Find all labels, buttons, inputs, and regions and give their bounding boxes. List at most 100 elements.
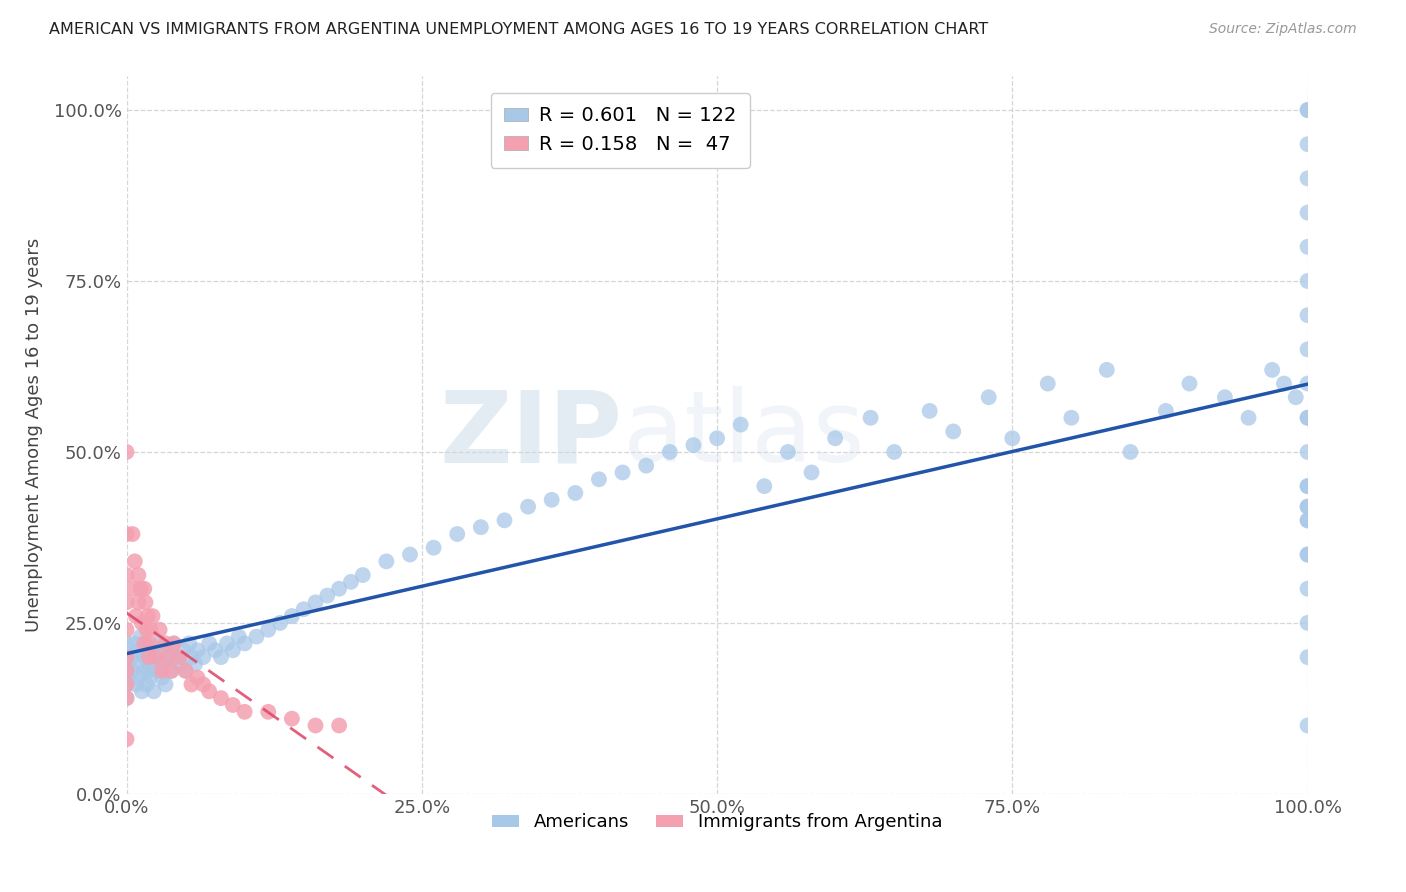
Point: [292, 602, 315, 616]
Point: [209, 691, 232, 706]
Point: [127, 643, 149, 657]
Point: [494, 513, 516, 527]
Point: [139, 671, 162, 685]
Point: [180, 650, 202, 665]
Point: [138, 650, 160, 665]
Point: [1296, 650, 1319, 665]
Point: [136, 609, 159, 624]
Point: [800, 466, 823, 480]
Point: [186, 671, 208, 685]
Point: [115, 664, 138, 678]
Point: [127, 595, 149, 609]
Point: [1296, 343, 1319, 357]
Point: [115, 445, 138, 459]
Point: [115, 623, 138, 637]
Point: [141, 643, 163, 657]
Point: [1178, 376, 1201, 391]
Point: [193, 650, 215, 665]
Point: [399, 548, 422, 562]
Point: [169, 657, 191, 671]
Point: [135, 677, 157, 691]
Point: [228, 630, 250, 644]
Point: [1296, 445, 1319, 459]
Point: [1296, 103, 1319, 117]
Point: [149, 623, 172, 637]
Point: [328, 582, 350, 596]
Point: [942, 425, 965, 439]
Point: [304, 718, 326, 732]
Point: [124, 554, 146, 568]
Point: [1296, 137, 1319, 152]
Text: atlas: atlas: [623, 386, 865, 483]
Point: [1296, 103, 1319, 117]
Point: [186, 643, 208, 657]
Point: [121, 527, 143, 541]
Point: [281, 609, 304, 624]
Point: [142, 684, 165, 698]
Point: [115, 664, 138, 678]
Point: [135, 623, 157, 637]
Point: [316, 589, 339, 603]
Legend: Americans, Immigrants from Argentina: Americans, Immigrants from Argentina: [485, 806, 949, 838]
Point: [1296, 308, 1319, 322]
Point: [1296, 718, 1319, 732]
Text: ZIP: ZIP: [440, 386, 623, 483]
Point: [824, 431, 846, 445]
Point: [160, 664, 183, 678]
Point: [222, 643, 245, 657]
Point: [115, 677, 138, 691]
Point: [138, 664, 160, 678]
Point: [150, 664, 173, 678]
Point: [1036, 376, 1059, 391]
Point: [125, 609, 148, 624]
Point: [156, 650, 179, 665]
Point: [165, 650, 187, 665]
Point: [540, 492, 562, 507]
Point: [1154, 404, 1177, 418]
Point: [139, 636, 162, 650]
Point: [115, 691, 138, 706]
Point: [352, 568, 374, 582]
Point: [121, 664, 143, 678]
Point: [340, 574, 363, 589]
Point: [564, 486, 586, 500]
Point: [281, 712, 304, 726]
Point: [612, 466, 634, 480]
Point: [257, 705, 280, 719]
Point: [115, 636, 138, 650]
Point: [1213, 390, 1236, 404]
Point: [136, 650, 159, 665]
Point: [134, 636, 156, 650]
Point: [150, 671, 173, 685]
Text: Source: ZipAtlas.com: Source: ZipAtlas.com: [1209, 22, 1357, 37]
Point: [134, 664, 156, 678]
Point: [148, 664, 170, 678]
Point: [1296, 376, 1319, 391]
Point: [115, 691, 138, 706]
Point: [1296, 410, 1319, 425]
Point: [304, 595, 326, 609]
Point: [1095, 363, 1118, 377]
Point: [180, 677, 202, 691]
Point: [918, 404, 941, 418]
Point: [134, 636, 156, 650]
Point: [375, 554, 398, 568]
Point: [1296, 615, 1319, 630]
Point: [883, 445, 905, 459]
Point: [1296, 205, 1319, 219]
Point: [145, 650, 167, 665]
Point: [179, 636, 201, 650]
Point: [1296, 500, 1319, 514]
Point: [754, 479, 776, 493]
Point: [269, 615, 291, 630]
Point: [730, 417, 752, 432]
Point: [134, 650, 156, 665]
Point: [682, 438, 704, 452]
Point: [588, 472, 610, 486]
Point: [129, 630, 152, 644]
Point: [131, 615, 153, 630]
Point: [198, 636, 221, 650]
Point: [153, 643, 176, 657]
Point: [155, 677, 177, 691]
Point: [1237, 410, 1260, 425]
